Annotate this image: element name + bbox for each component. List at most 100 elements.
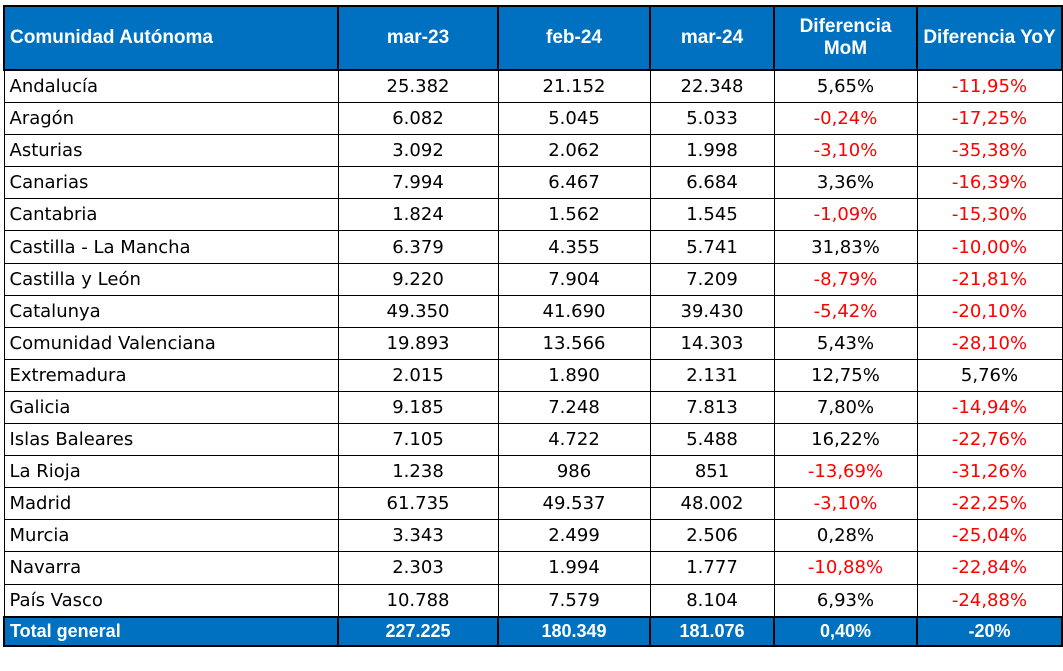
name-cell[interactable]: Islas Baleares	[3, 423, 339, 457]
feb-24-cell[interactable]: 4.722	[497, 423, 651, 457]
mom-cell[interactable]: -0,24%	[773, 102, 918, 136]
name-cell[interactable]: La Rioja	[3, 455, 339, 489]
yoy-cell[interactable]: -28,10%	[916, 326, 1063, 360]
feb-24-cell[interactable]: 180.349	[497, 615, 651, 647]
yoy-cell[interactable]: -22,84%	[916, 551, 1063, 585]
feb-24-cell[interactable]: 49.537	[497, 487, 651, 521]
mom-cell[interactable]: -13,69%	[773, 455, 918, 489]
header-feb-24[interactable]: feb-24	[497, 5, 651, 71]
yoy-cell[interactable]: -16,39%	[916, 166, 1063, 200]
name-cell[interactable]: Catalunya	[3, 294, 339, 328]
mom-cell[interactable]: 16,22%	[773, 423, 918, 457]
yoy-cell[interactable]: -20,10%	[916, 294, 1063, 328]
mar-24-cell[interactable]: 14.303	[649, 326, 775, 360]
mar-24-cell[interactable]: 8.104	[649, 583, 775, 618]
feb-24-cell[interactable]: 986	[497, 455, 651, 489]
mar-23-cell[interactable]: 2.015	[337, 358, 499, 392]
mar-24-cell[interactable]: 6.684	[649, 166, 775, 200]
yoy-cell[interactable]: -21,81%	[916, 262, 1063, 296]
mar-23-cell[interactable]: 9.220	[337, 262, 499, 296]
feb-24-cell[interactable]: 7.579	[497, 583, 651, 618]
mom-cell[interactable]: 5,65%	[773, 69, 918, 104]
name-cell[interactable]: Navarra	[3, 551, 339, 585]
header-diferencia-mom[interactable]: Diferencia MoM	[773, 5, 918, 71]
mom-cell[interactable]: 3,36%	[773, 166, 918, 200]
name-cell[interactable]: Total general	[3, 615, 339, 647]
feb-24-cell[interactable]: 1.890	[497, 358, 651, 392]
feb-24-cell[interactable]: 6.467	[497, 166, 651, 200]
feb-24-cell[interactable]: 13.566	[497, 326, 651, 360]
mar-23-cell[interactable]: 19.893	[337, 326, 499, 360]
yoy-cell[interactable]: -14,94%	[916, 390, 1063, 425]
name-cell[interactable]: Castilla - La Mancha	[3, 230, 339, 264]
mar-24-cell[interactable]: 851	[649, 455, 775, 489]
mar-24-cell[interactable]: 22.348	[649, 69, 775, 104]
mom-cell[interactable]: 31,83%	[773, 230, 918, 264]
mom-cell[interactable]: -1,09%	[773, 198, 918, 232]
mar-24-cell[interactable]: 7.209	[649, 262, 775, 296]
mar-24-cell[interactable]: 2.506	[649, 519, 775, 553]
mar-23-cell[interactable]: 25.382	[337, 69, 499, 104]
name-cell[interactable]: Canarias	[3, 166, 339, 200]
mom-cell[interactable]: 5,43%	[773, 326, 918, 360]
mar-23-cell[interactable]: 10.788	[337, 583, 499, 618]
yoy-cell[interactable]: -17,25%	[916, 102, 1063, 136]
mom-cell[interactable]: 0,28%	[773, 519, 918, 553]
yoy-cell[interactable]: -10,00%	[916, 230, 1063, 264]
feb-24-cell[interactable]: 4.355	[497, 230, 651, 264]
mar-23-cell[interactable]: 7.105	[337, 423, 499, 457]
yoy-cell[interactable]: 5,76%	[916, 358, 1063, 392]
yoy-cell[interactable]: -15,30%	[916, 198, 1063, 232]
mom-cell[interactable]: 0,40%	[773, 615, 918, 647]
mar-23-cell[interactable]: 3.092	[337, 134, 499, 168]
yoy-cell[interactable]: -11,95%	[916, 69, 1063, 104]
name-cell[interactable]: Andalucía	[3, 69, 339, 104]
name-cell[interactable]: Extremadura	[3, 358, 339, 392]
mar-24-cell[interactable]: 1.777	[649, 551, 775, 585]
name-cell[interactable]: Castilla y León	[3, 262, 339, 296]
yoy-cell[interactable]: -22,76%	[916, 423, 1063, 457]
header-comunidad[interactable]: Comunidad Autónoma	[3, 5, 339, 71]
mom-cell[interactable]: -3,10%	[773, 487, 918, 521]
mar-24-cell[interactable]: 1.998	[649, 134, 775, 168]
mar-23-cell[interactable]: 2.303	[337, 551, 499, 585]
mar-23-cell[interactable]: 227.225	[337, 615, 499, 647]
name-cell[interactable]: Madrid	[3, 487, 339, 521]
feb-24-cell[interactable]: 2.062	[497, 134, 651, 168]
name-cell[interactable]: Cantabria	[3, 198, 339, 232]
mar-23-cell[interactable]: 1.238	[337, 455, 499, 489]
yoy-cell[interactable]: -25,04%	[916, 519, 1063, 553]
mar-24-cell[interactable]: 5.741	[649, 230, 775, 264]
yoy-cell[interactable]: -22,25%	[916, 487, 1063, 521]
yoy-cell[interactable]: -31,26%	[916, 455, 1063, 489]
name-cell[interactable]: Galicia	[3, 390, 339, 425]
mar-24-cell[interactable]: 181.076	[649, 615, 775, 647]
mom-cell[interactable]: 7,80%	[773, 390, 918, 425]
mom-cell[interactable]: -3,10%	[773, 134, 918, 168]
mar-23-cell[interactable]: 3.343	[337, 519, 499, 553]
mar-23-cell[interactable]: 6.379	[337, 230, 499, 264]
feb-24-cell[interactable]: 21.152	[497, 69, 651, 104]
feb-24-cell[interactable]: 2.499	[497, 519, 651, 553]
mar-23-cell[interactable]: 61.735	[337, 487, 499, 521]
feb-24-cell[interactable]: 7.904	[497, 262, 651, 296]
mar-24-cell[interactable]: 48.002	[649, 487, 775, 521]
mar-24-cell[interactable]: 5.488	[649, 423, 775, 457]
mar-24-cell[interactable]: 39.430	[649, 294, 775, 328]
header-diferencia-yoy[interactable]: Diferencia YoY	[916, 5, 1063, 71]
name-cell[interactable]: Asturias	[3, 134, 339, 168]
feb-24-cell[interactable]: 7.248	[497, 390, 651, 425]
feb-24-cell[interactable]: 5.045	[497, 102, 651, 136]
mar-24-cell[interactable]: 7.813	[649, 390, 775, 425]
mom-cell[interactable]: -8,79%	[773, 262, 918, 296]
name-cell[interactable]: País Vasco	[3, 583, 339, 618]
name-cell[interactable]: Comunidad Valenciana	[3, 326, 339, 360]
header-mar-23[interactable]: mar-23	[337, 5, 499, 71]
header-mar-24[interactable]: mar-24	[649, 5, 775, 71]
feb-24-cell[interactable]: 1.562	[497, 198, 651, 232]
feb-24-cell[interactable]: 1.994	[497, 551, 651, 585]
yoy-cell[interactable]: -20%	[916, 615, 1063, 647]
mar-24-cell[interactable]: 2.131	[649, 358, 775, 392]
mom-cell[interactable]: -5,42%	[773, 294, 918, 328]
yoy-cell[interactable]: -24,88%	[916, 583, 1063, 618]
